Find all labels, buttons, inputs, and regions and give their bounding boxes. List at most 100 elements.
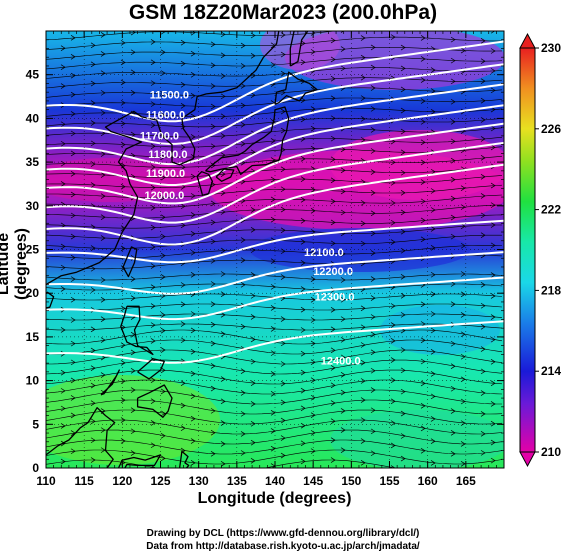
stream-arrow: [70, 448, 76, 455]
stream-arrow: [430, 271, 436, 278]
stream-arrow: [270, 445, 276, 452]
stream-arrow: [240, 411, 246, 417]
stream-arrow: [430, 245, 436, 251]
streamline: [46, 194, 503, 209]
stream-arrow: [60, 121, 66, 128]
stream-arrow: [460, 441, 466, 447]
stream-arrow: [210, 258, 216, 264]
stream-arrow: [160, 214, 166, 221]
stream-arrow: [450, 195, 456, 202]
stream-arrow: [280, 186, 286, 193]
stream-arrow: [330, 240, 336, 247]
stream-arrow: [390, 303, 396, 309]
stream-arrow: [330, 365, 336, 371]
stream-arrow: [240, 237, 246, 243]
stream-arrow: [220, 312, 226, 318]
stream-arrow: [430, 327, 436, 334]
stream-arrow: [250, 358, 256, 365]
stream-arrow: [450, 214, 456, 221]
stream-arrow: [60, 181, 66, 187]
stream-arrow: [70, 212, 76, 219]
stream-arrow: [90, 61, 96, 68]
coast-luzon: [120, 305, 154, 356]
stream-arrow: [360, 324, 366, 331]
y-tick-label: 10: [26, 374, 40, 388]
stream-arrow: [280, 127, 286, 134]
stream-arrow: [90, 182, 96, 188]
stream-arrow: [90, 418, 96, 425]
stream-arrow: [180, 282, 186, 288]
stream-arrow: [150, 205, 156, 211]
stream-arrow: [390, 239, 396, 245]
stream-arrow: [450, 233, 456, 240]
stream-arrow: [340, 337, 346, 343]
stream-arrow: [190, 370, 196, 377]
stream-arrow: [360, 137, 366, 143]
stream-arrow: [340, 209, 346, 216]
stream-arrow: [360, 240, 366, 247]
colorbar-tick-label: 230: [541, 41, 561, 55]
stream-arrow: [370, 349, 376, 356]
stream-arrow: [310, 145, 316, 152]
stream-arrow: [390, 442, 396, 449]
stream-arrow: [330, 400, 336, 406]
stream-arrow: [370, 148, 376, 154]
stream-arrow: [490, 48, 496, 54]
stream-arrow: [210, 340, 216, 347]
stream-arrow: [90, 457, 96, 463]
streamline: [46, 313, 503, 321]
streamline: [46, 359, 503, 375]
stream-arrow: [60, 140, 66, 147]
stream-arrow: [390, 465, 396, 468]
stream-arrow: [250, 272, 256, 278]
credit-drawing: Drawing by DCL (https://www.gfd-dennou.o…: [146, 528, 420, 539]
stream-arrow: [300, 350, 306, 357]
colorbar-tick-label: 210: [541, 445, 561, 459]
stream-arrow: [450, 363, 456, 369]
stream-arrow: [190, 50, 196, 57]
stream-arrow: [430, 393, 436, 400]
stream-arrow: [370, 331, 376, 338]
stream-arrow: [300, 197, 306, 203]
stream-arrow: [340, 389, 346, 396]
stream-arrow: [70, 171, 76, 177]
stream-arrow: [490, 87, 496, 94]
stream-arrow: [300, 440, 306, 447]
streamline: [46, 409, 503, 425]
stream-arrow: [120, 360, 126, 366]
stream-arrow: [280, 70, 286, 77]
y-tick-label: 15: [26, 330, 40, 344]
stream-arrow: [480, 38, 486, 44]
stream-arrow: [370, 250, 376, 256]
height-contour: [46, 251, 504, 295]
stream-arrow: [70, 276, 76, 282]
stream-arrow: [400, 388, 406, 395]
stream-arrow: [430, 67, 436, 73]
stream-arrow: [130, 31, 136, 36]
stream-arrow: [270, 371, 276, 377]
stream-arrow: [480, 282, 486, 288]
stream-arrow: [120, 141, 126, 148]
stream-arrow: [210, 450, 216, 457]
stream-arrow: [340, 167, 346, 174]
stream-arrow: [240, 217, 246, 224]
stream-arrow: [450, 301, 456, 307]
stream-arrow: [130, 450, 136, 456]
stream-arrow: [100, 337, 106, 343]
stream-arrow: [480, 431, 486, 437]
streamline: [46, 175, 503, 188]
stream-arrow: [180, 380, 186, 387]
stream-arrow: [390, 398, 396, 405]
stream-arrow: [400, 347, 406, 353]
x-tick-label: 165: [456, 474, 476, 488]
stream-arrow: [60, 64, 66, 71]
streamline: [46, 349, 503, 365]
stream-arrow: [390, 200, 396, 206]
stream-arrow: [160, 154, 166, 160]
stream-arrow: [370, 210, 376, 217]
stream-arrow: [250, 336, 256, 343]
streamline: [46, 87, 503, 98]
stream-arrow: [210, 301, 216, 307]
stream-arrow: [211, 471, 215, 476]
stream-arrow: [480, 78, 486, 84]
